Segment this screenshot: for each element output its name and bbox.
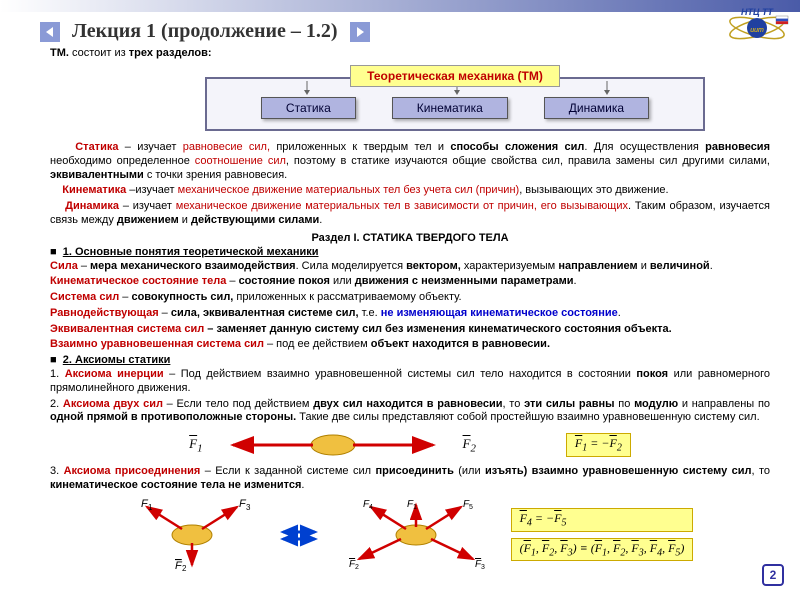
svg-text:1: 1 (148, 503, 153, 512)
tm-box-dynamics: Динамика (544, 97, 649, 119)
top-gradient-bar (0, 0, 800, 12)
lecture-title: Лекция 1 (продолжение – 1.2) (72, 20, 338, 43)
page-number: 2 (762, 564, 784, 586)
content-area: ТМ. состоит из трех разделов: Теоретичес… (0, 47, 800, 571)
nav-prev-button[interactable] (40, 22, 60, 42)
concept-kinstate: Кинематическое состояние тела – состояни… (50, 275, 770, 289)
svg-text:2: 2 (355, 564, 359, 571)
concept-equiv: Эквивалентная система сил – заменяет дан… (50, 323, 770, 337)
logo: НТЦ ТТ иит (724, 2, 790, 52)
tm-box-kinematics: Кинематика (392, 97, 508, 119)
five-force-diagram: F1 F4 F5 F2 F3 (341, 499, 491, 571)
svg-text:1: 1 (413, 504, 417, 511)
tm-intro: ТМ. состоит из трех разделов: (50, 47, 770, 59)
figure-axiom3: F1 F3 F2 F1 F4 F5 F2 F3 F4 (50, 499, 770, 571)
concept-resultant: Равнодействующая – сила, эквивалентная с… (50, 307, 770, 321)
eq-f1f2: F1 = −F2 (566, 433, 631, 456)
label-f2: F2 (463, 436, 476, 455)
svg-text:4: 4 (369, 504, 373, 511)
tm-box-statics: Статика (261, 97, 356, 119)
bullet-2: ■ 2. Аксиомы статики (50, 354, 770, 366)
figure-axiom2: F1 F2 F1 = −F2 (50, 431, 770, 459)
def-kinematics: Кинематика –изучает механическое движени… (50, 184, 770, 198)
tm-diagram: Теоретическая механика (ТМ) Статика Кине… (140, 65, 770, 131)
def-statics: Статика – изучает равновесие сил, прилож… (50, 141, 770, 182)
def-dynamics: Динамика – изучает механическое движение… (50, 200, 770, 228)
label-f1: F1 (189, 436, 202, 455)
concept-balanced: Взаимно уравновешенная система сил – под… (50, 338, 770, 352)
eq-equiv: (F1, F2, F3) ≡ (F1, F2, F3, F4, F5) (511, 538, 694, 561)
concept-system: Система сил – совокупность сил, приложен… (50, 291, 770, 305)
svg-text:НТЦ ТТ: НТЦ ТТ (741, 7, 775, 17)
svg-text:иит: иит (750, 27, 764, 34)
three-force-diagram: F1 F3 F2 (127, 499, 257, 571)
section-title: Раздел I. СТАТИКА ТВЕРДОГО ТЕЛА (50, 232, 770, 244)
equiv-arrow-icon (277, 523, 321, 547)
svg-text:5: 5 (469, 504, 473, 511)
svg-text:3: 3 (246, 503, 251, 512)
axiom-1: 1. Аксиома инерции – Под действием взаим… (50, 368, 770, 396)
two-force-diagram (223, 431, 443, 459)
axiom-3: 3. Аксиома присоединения – Если к заданн… (50, 465, 770, 493)
axiom-2: 2. Аксиома двух сил – Если тело под дейс… (50, 398, 770, 426)
nav-next-button[interactable] (350, 22, 370, 42)
tm-diagram-head: Теоретическая механика (ТМ) (350, 65, 560, 87)
svg-text:3: 3 (481, 564, 485, 571)
header-row: Лекция 1 (продолжение – 1.2) (0, 12, 800, 47)
concept-force: Сила – мера механического взаимодействия… (50, 260, 770, 274)
svg-text:2: 2 (182, 564, 187, 571)
eq-f4f5: F4 = −F5 (511, 508, 694, 531)
bullet-1: ■ 1. Основные понятия теоретической меха… (50, 246, 770, 258)
